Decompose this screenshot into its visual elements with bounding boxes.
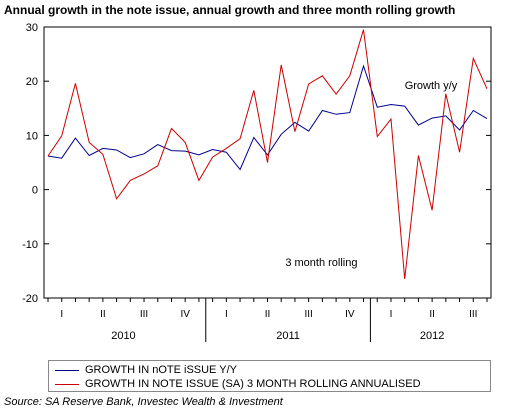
chart-legend: GROWTH IN nOTE iSSUE Y/Y GROWTH IN NOTE … <box>48 360 491 392</box>
x-year-label: 2011 <box>276 330 300 342</box>
x-quarter-label: III <box>469 309 477 320</box>
x-quarter-label: II <box>429 309 435 320</box>
x-quarter-label: II <box>100 309 106 320</box>
y-tick-label: 20 <box>26 76 38 88</box>
x-quarter-label: II <box>265 309 271 320</box>
x-quarter-label: IV <box>180 309 190 320</box>
x-quarter-label: I <box>225 309 228 320</box>
y-tick-label: -10 <box>22 239 38 251</box>
y-tick-label: -20 <box>22 293 38 305</box>
legend-item-rolling: GROWTH IN NOTE ISSUE (SA) 3 MONTH ROLLIN… <box>55 377 421 391</box>
chart-title: Annual growth in the note issue, annual … <box>4 3 456 17</box>
y-tick-label: 10 <box>26 130 38 142</box>
x-year-label: 2012 <box>420 330 444 342</box>
legend-swatch-rolling <box>55 383 79 385</box>
series-line-yy <box>47 64 488 171</box>
legend-swatch-yy <box>55 369 79 371</box>
legend-item-yy: GROWTH IN nOTE iSSUE Y/Y <box>55 363 237 377</box>
series-line-rolling <box>47 29 488 280</box>
x-quarter-label: I <box>390 309 393 320</box>
annotation-3-month-rolling: 3 month rolling <box>285 257 357 269</box>
x-quarter-label: III <box>140 309 148 320</box>
annotation-growth-yy: Growth y/y <box>405 80 458 92</box>
legend-label-rolling: GROWTH IN NOTE ISSUE (SA) 3 MONTH ROLLIN… <box>85 378 421 390</box>
x-quarter-label: I <box>60 309 63 320</box>
x-year-label: 2010 <box>111 330 135 342</box>
source-note: Source: SA Reserve Bank, Investec Wealth… <box>4 396 283 408</box>
y-tick-label: 0 <box>32 185 38 197</box>
x-quarter-label: IV <box>345 309 355 320</box>
x-quarter-label: III <box>304 309 312 320</box>
y-tick-label: 30 <box>26 22 38 34</box>
legend-label-yy: GROWTH IN nOTE iSSUE Y/Y <box>85 364 237 376</box>
